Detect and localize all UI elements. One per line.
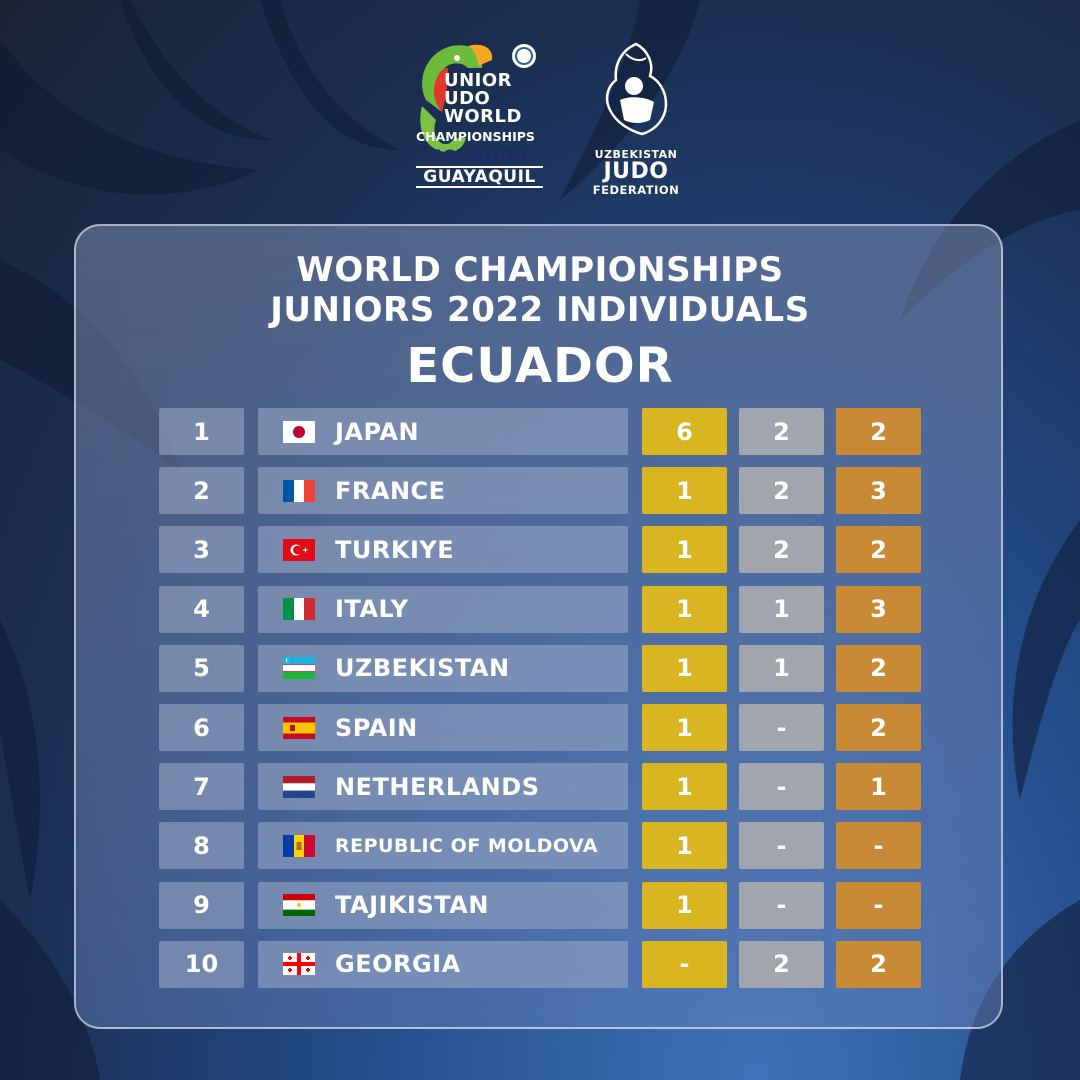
title-line-3: ECUADOR (406, 338, 674, 394)
table-row: 5 UZBEKISTAN 1 1 2 (0, 644, 1080, 692)
country-name: NETHERLANDS (335, 772, 540, 801)
country-cell: FRANCE (258, 467, 628, 515)
silver-count: - (739, 822, 824, 870)
country-name: UZBEKISTAN (335, 654, 510, 683)
table-row: 4 ITALY 1 1 3 (0, 585, 1080, 633)
country-cell: ITALY (258, 585, 628, 633)
uzbekistan-judo-federation-logo: UZBEKISTAN JUDO FEDERATION (590, 40, 682, 197)
gold-count: 1 (642, 467, 727, 515)
title-line-2: JUNIORS 2022 INDIVIDUALS (270, 290, 810, 330)
country-name: REPUBLIC OF MOLDOVA (335, 834, 599, 857)
silver-count: 1 (739, 644, 824, 692)
jjwc-country-text: ECUADOR (429, 147, 530, 167)
gold-count: 1 (642, 763, 727, 811)
bronze-count: 2 (836, 644, 921, 692)
rank-cell: 10 (159, 940, 244, 988)
bronze-count: 3 (836, 467, 921, 515)
rank-cell: 2 (159, 467, 244, 515)
tajikistan-flag-icon (283, 894, 315, 916)
rank-cell: 1 (159, 408, 244, 455)
gold-count: - (642, 940, 727, 988)
silver-count: - (739, 763, 824, 811)
rank-cell: 8 (159, 822, 244, 870)
gold-count: 1 (642, 881, 727, 929)
bronze-count: 1 (836, 763, 921, 811)
japan-flag-icon (283, 421, 315, 443)
uzf-line1-text: UZBEKISTAN (594, 148, 678, 161)
country-cell: SPAIN (258, 704, 628, 751)
jjwc-unior-text: UNIOR (444, 70, 513, 91)
country-cell: REPUBLIC OF MOLDOVA (258, 822, 628, 870)
table-row: 9 TAJIKISTAN 1- - (0, 881, 1080, 929)
rank-cell: 4 (159, 585, 244, 633)
gold-count: 6 (642, 408, 727, 455)
gold-count: 1 (642, 585, 727, 633)
rank-cell: 7 (159, 763, 244, 811)
country-name: FRANCE (335, 476, 446, 505)
jjwc-championships-text: CHAMPIONSHIPS (416, 129, 535, 144)
country-name: ITALY (335, 595, 409, 624)
junior-judo-world-championships-logo: UNIOR UDO WORLD CHAMPIONSHIPS ECUADOR GU… (412, 40, 547, 195)
country-name: GEORGIA (335, 950, 461, 979)
bronze-count: 2 (836, 704, 921, 751)
bronze-count: - (836, 881, 921, 929)
gold-count: 1 (642, 526, 727, 574)
jjwc-udo-text: UDO (444, 88, 491, 109)
bronze-count: - (836, 822, 921, 870)
bronze-count: 3 (836, 585, 921, 633)
country-cell: JAPAN (258, 408, 628, 455)
table-row: 2 FRANCE 1 2 3 (0, 467, 1080, 515)
country-cell: NETHERLANDS (258, 763, 628, 811)
table-row: 10 GEORGIA -2 2 (0, 940, 1080, 988)
netherlands-flag-icon (283, 776, 315, 798)
uzbekistan-flag-icon (283, 657, 315, 679)
silver-count: 2 (739, 526, 824, 574)
silver-count: - (739, 881, 824, 929)
country-cell: TURKIYE (258, 526, 628, 574)
rank-cell: 6 (159, 704, 244, 751)
parrot-icon (420, 44, 536, 152)
georgia-flag-icon (283, 953, 315, 975)
country-name: TAJIKISTAN (335, 891, 489, 920)
silver-count: 2 (739, 467, 824, 515)
table-row: 8 REPUBLIC OF MOLDOVA 1- - (0, 822, 1080, 870)
moldova-flag-icon (283, 835, 315, 857)
jjwc-world-text: WORLD (444, 106, 522, 127)
title-line-1: WORLD CHAMPIONSHIPS (296, 250, 784, 290)
gold-count: 1 (642, 704, 727, 751)
country-cell: GEORGIA (258, 940, 628, 988)
rank-cell: 5 (159, 644, 244, 692)
rank-cell: 9 (159, 881, 244, 929)
country-name: TURKIYE (335, 535, 455, 564)
gold-count: 1 (642, 822, 727, 870)
silver-count: 2 (739, 408, 824, 455)
rank-cell: 3 (159, 526, 244, 574)
italy-flag-icon (283, 598, 315, 620)
country-name: JAPAN (335, 417, 420, 446)
france-flag-icon (283, 480, 315, 502)
table-row: 7 NETHERLANDS 1-1 (0, 763, 1080, 811)
table-row: 1 JAPAN 6 2 2 (0, 408, 1080, 455)
silver-count: 2 (739, 940, 824, 988)
uzf-line2-text: JUDO (603, 159, 669, 184)
bronze-count: 2 (836, 940, 921, 988)
turkiye-flag-icon (283, 539, 315, 561)
table-row: 6 SPAIN 1-2 (0, 704, 1080, 751)
country-cell: UZBEKISTAN (258, 644, 628, 692)
jjwc-city-text: GUAYAQUIL (416, 166, 543, 188)
uzf-line3-text: FEDERATION (592, 183, 680, 197)
silver-count: - (739, 704, 824, 751)
gold-count: 1 (642, 644, 727, 692)
bronze-count: 2 (836, 408, 921, 455)
judoka-icon (605, 42, 668, 136)
table-row: 3 TURKIYE 1 2 2 (0, 526, 1080, 574)
country-cell: TAJIKISTAN (258, 881, 628, 929)
spain-flag-icon (283, 717, 315, 739)
silver-count: 1 (739, 585, 824, 633)
bronze-count: 2 (836, 526, 921, 574)
country-name: SPAIN (335, 713, 418, 742)
